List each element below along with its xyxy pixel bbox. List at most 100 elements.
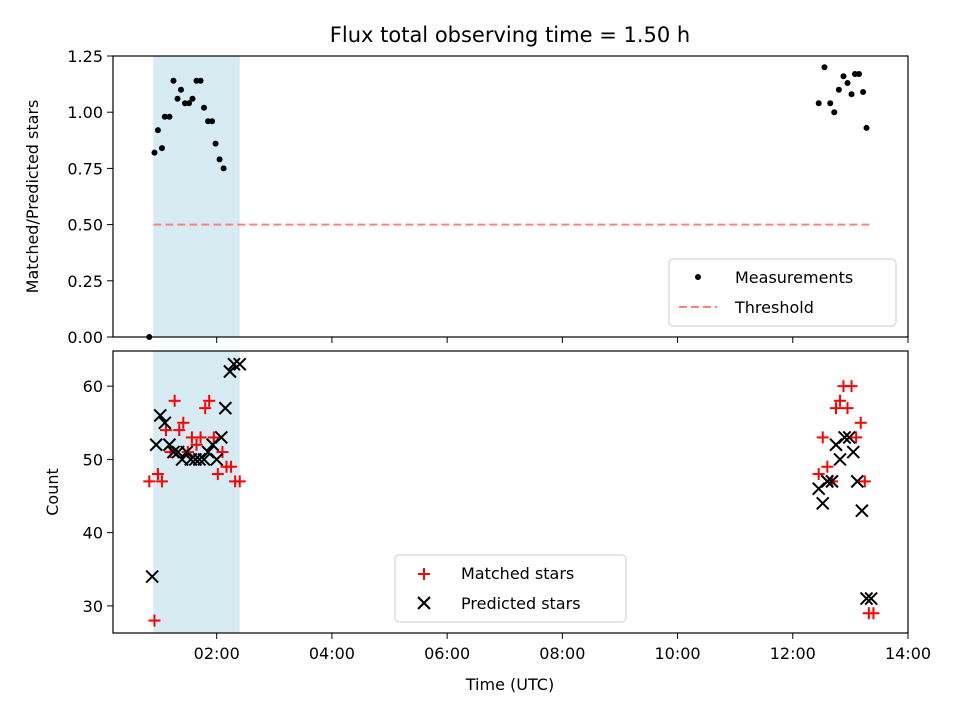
count-matched-point [151, 468, 164, 481]
count-matched-point [858, 475, 871, 488]
ratio-point [151, 149, 158, 156]
count-matched-point [854, 416, 867, 429]
count-matched-point [850, 431, 863, 444]
count-matched-point [155, 475, 168, 488]
ratio-point [158, 145, 165, 152]
count-predicted-point [233, 357, 247, 371]
count-predicted-point [825, 474, 839, 489]
ratio-ytick-label: 1.25 [67, 47, 103, 66]
count-matched-point [177, 416, 190, 429]
count-matched-point [173, 424, 186, 437]
count-ytick-label: 30 [83, 597, 103, 616]
ratio-point [835, 86, 842, 93]
legend-matched-marker [418, 568, 430, 580]
count-shaded-region [153, 351, 240, 633]
count-predicted-point [227, 357, 241, 371]
count-y-axis-label: Count [43, 468, 62, 516]
ratio-point [844, 79, 851, 86]
count-predicted-point [153, 408, 167, 423]
count-matched-point [143, 475, 156, 488]
count-xtick-label: 08:00 [539, 644, 585, 663]
legend-threshold-label: Threshold [734, 298, 814, 317]
count-predicted-point [864, 591, 878, 606]
count-xtick-label: 12:00 [770, 644, 816, 663]
count-predicted-point [859, 591, 874, 606]
count-matched-point [194, 431, 207, 444]
count-matched-point [841, 402, 854, 415]
ratio-point [815, 100, 822, 107]
count-axes-frame [112, 350, 909, 634]
ratio-point [860, 88, 867, 95]
legend-predicted-label: Predicted stars [461, 594, 581, 613]
count-ytick-label: 50 [83, 450, 103, 469]
count-predicted-point [855, 503, 869, 518]
ratio-point [840, 73, 847, 80]
ratio-point [166, 113, 173, 120]
count-predicted-point [846, 445, 860, 459]
ratio-ytick-label: 0.00 [67, 328, 103, 347]
ratio-point [170, 77, 177, 84]
count-predicted-point [145, 569, 159, 584]
count-predicted-point [842, 430, 856, 445]
ratio-point [177, 86, 184, 93]
count-matched-point [203, 394, 216, 407]
count-matched-point [168, 394, 181, 407]
count-predicted-point [223, 364, 237, 379]
legend-matched-label: Matched stars [461, 564, 574, 583]
count-predicted-point [197, 452, 211, 467]
ratio-point [174, 95, 181, 102]
count-matched-point [829, 402, 842, 415]
count-predicted-point [149, 438, 163, 452]
count-predicted-point [218, 401, 233, 415]
ratio-point [856, 70, 863, 77]
count-matched-point [816, 431, 829, 444]
ratio-point [863, 124, 870, 131]
count-matched-point [812, 468, 825, 481]
count-matched-point [845, 380, 858, 393]
ratio-point [848, 91, 855, 98]
ratio-point [197, 77, 204, 84]
count-matched-point [225, 460, 238, 473]
ratio-shaded-region [153, 56, 240, 337]
count-matched-point [834, 394, 847, 407]
ratio-y-axis-label: Matched/Predicted stars [23, 100, 42, 294]
count-ytick-label: 40 [83, 524, 103, 543]
count-matched-point [211, 468, 224, 481]
count-matched-point [148, 614, 161, 627]
count-predicted-point [209, 452, 224, 467]
ratio-point [216, 156, 223, 163]
count-xtick-label: 14:00 [885, 644, 931, 663]
ratio-point [821, 64, 828, 71]
ratio-point [831, 109, 838, 116]
ratio-point [209, 118, 216, 125]
legend-measurements-marker [695, 274, 701, 280]
count-xtick-label: 02:00 [194, 644, 240, 663]
count-matched-point [233, 475, 246, 488]
ratio-point [186, 100, 193, 107]
count-matched-point [216, 446, 229, 459]
ratio-point [220, 165, 227, 172]
count-predicted-point [214, 430, 229, 445]
count-predicted-point [816, 496, 830, 511]
count-series-1 [145, 357, 878, 606]
ratio-point [154, 127, 161, 134]
ratio-ytick-label: 0.75 [67, 159, 103, 178]
count-xtick-label: 06:00 [424, 644, 470, 663]
count-matched-point [207, 431, 220, 444]
count-panel: 30 40 50 60 02:00 04:00 06:00 08:00 10:00 12:00 14… [43, 350, 931, 663]
count-predicted-point [833, 452, 847, 467]
count-matched-point [867, 607, 880, 620]
ratio-point [189, 95, 196, 102]
count-predicted-point [837, 430, 852, 445]
count-matched-point [190, 438, 203, 451]
count-ytick-label: 60 [83, 377, 103, 396]
ratio-point [212, 140, 219, 147]
ratio-panel: 0.00 0.25 0.50 0.75 1.00 1.25 Matched/Predicte… [23, 47, 909, 347]
legend-predicted-marker [417, 596, 431, 610]
count-predicted-point [850, 474, 865, 489]
count-predicted-point [820, 474, 835, 489]
ratio-ytick-label: 0.50 [67, 216, 103, 235]
ratio-point [827, 100, 834, 107]
count-matched-point [821, 460, 834, 473]
